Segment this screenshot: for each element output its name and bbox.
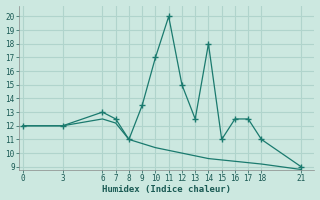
- X-axis label: Humidex (Indice chaleur): Humidex (Indice chaleur): [102, 185, 231, 194]
